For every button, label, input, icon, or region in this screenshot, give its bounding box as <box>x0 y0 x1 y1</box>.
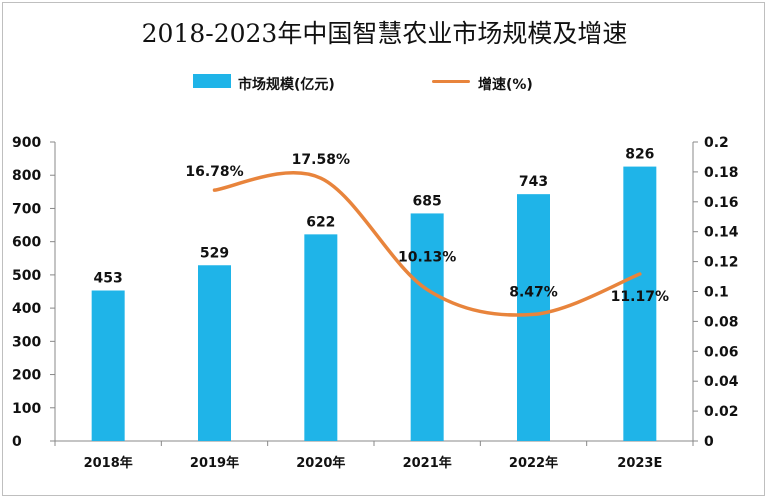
left-tick-label: 300 <box>12 334 41 350</box>
legend-bar-swatch <box>193 74 231 88</box>
right-tick-label: 0 <box>704 434 714 450</box>
bar-value-label: 743 <box>519 174 548 190</box>
right-tick-label: 0.1 <box>704 285 729 301</box>
left-tick-label: 0 <box>12 434 22 450</box>
line-value-label: 10.13% <box>398 250 456 266</box>
bar-value-label: 529 <box>200 245 229 261</box>
bar <box>91 290 125 441</box>
right-tick-label: 0.02 <box>704 404 739 420</box>
left-tick-label: 500 <box>12 268 41 284</box>
bar <box>410 213 444 441</box>
line-value-label: 8.47% <box>509 284 558 300</box>
right-tick-label: 0.12 <box>704 255 739 271</box>
x-tick-label: 2019年 <box>190 455 239 471</box>
x-tick-label: 2018年 <box>84 455 133 471</box>
right-tick-label: 0.2 <box>704 135 729 151</box>
left-tick-label: 700 <box>12 201 41 217</box>
right-tick-label: 0.06 <box>704 344 739 360</box>
bar <box>623 166 657 441</box>
right-tick-label: 0.18 <box>704 165 739 181</box>
right-tick-label: 0.08 <box>704 314 739 330</box>
right-tick-label: 0.04 <box>704 374 739 390</box>
right-tick-label: 0.14 <box>704 225 739 241</box>
left-tick-label: 400 <box>12 301 41 317</box>
line-value-label: 11.17% <box>611 289 669 305</box>
left-tick-label: 800 <box>12 168 41 184</box>
bar <box>304 234 338 441</box>
line-value-label: 17.58% <box>292 152 350 168</box>
left-tick-label: 600 <box>12 235 41 251</box>
right-tick-label: 0.16 <box>704 195 739 211</box>
left-tick-label: 100 <box>12 401 41 417</box>
line-value-label: 16.78% <box>185 164 243 180</box>
x-tick-label: 2023E <box>617 456 662 471</box>
bar-value-label: 622 <box>306 214 335 230</box>
bar-value-label: 826 <box>625 147 654 163</box>
x-tick-label: 2020年 <box>296 455 345 471</box>
bar <box>517 194 550 441</box>
bar-value-label: 685 <box>413 193 442 209</box>
legend-line-label: 增速(%) <box>478 77 533 93</box>
bar <box>198 265 231 441</box>
left-tick-label: 200 <box>12 368 41 384</box>
legend-line-swatch <box>432 80 470 83</box>
bar-value-label: 453 <box>94 271 123 287</box>
growth-rate-line <box>212 171 642 317</box>
legend-bar-label: 市场规模(亿元) <box>238 77 335 93</box>
left-tick-label: 900 <box>12 135 41 151</box>
x-tick-label: 2021年 <box>403 455 452 471</box>
chart-title: 2018-2023年中国智慧农业市场规模及增速 <box>141 19 628 48</box>
x-tick-label: 2022年 <box>509 455 558 471</box>
